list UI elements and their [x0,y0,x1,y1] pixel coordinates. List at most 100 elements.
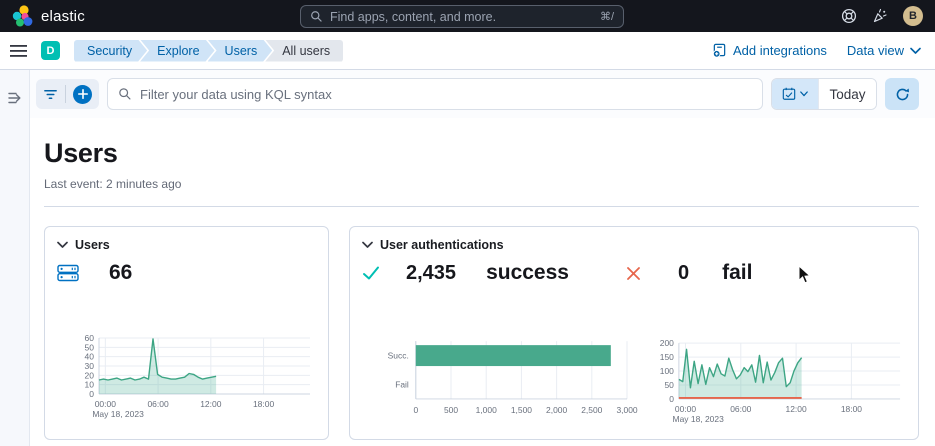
brand-name: elastic [41,7,85,25]
svg-text:2,500: 2,500 [581,405,602,415]
package-plus-icon [712,43,726,58]
svg-text:0: 0 [669,394,674,404]
chevron-down-icon [362,241,373,248]
breadcrumb-item-users[interactable]: Users [208,40,273,62]
svg-text:10: 10 [85,380,95,390]
date-range-today-button[interactable]: Today [818,79,876,109]
auth-success-count: 2,435 [406,261,457,284]
auth-success-label: success [486,261,569,284]
svg-text:18:00: 18:00 [253,399,275,409]
collapsed-timeline-rail [0,70,30,446]
breadcrumb: Security Explore Users All users [74,39,344,62]
auth-area-chart: 0 50 100 150 200 00:00 06:00 12:00 18:00 May 18, … [660,338,901,424]
svg-text:Fail: Fail [395,379,409,389]
arrow-right-with-bars-icon [7,92,21,104]
party-popper-icon [873,8,887,23]
auth-panel-toggle[interactable]: User authentications [362,238,504,252]
plus-icon [77,89,88,99]
users-kpi-panel: Users [44,226,329,440]
svg-text:0: 0 [89,389,94,399]
kql-query-input[interactable] [140,86,752,102]
svg-text:Succ.: Succ. [388,351,409,361]
breadcrumb-item-security[interactable]: Security [74,40,147,62]
svg-text:150: 150 [660,352,674,362]
chevron-down-icon [910,47,921,54]
refresh-button[interactable] [885,78,919,110]
svg-text:500: 500 [444,405,458,415]
filters-button[interactable] [43,87,58,102]
users-panel-toggle[interactable]: Users [57,238,110,252]
svg-text:18:00: 18:00 [841,404,862,414]
svg-text:50: 50 [664,380,674,390]
filter-controls-group [36,79,99,109]
main-content: Today Users Last event: 2 minutes ago [30,70,935,446]
vertical-divider [65,85,66,103]
svg-text:May 18, 2023: May 18, 2023 [673,414,725,424]
search-shortcut-hint: ⌘/ [599,11,614,23]
date-quick-select-button[interactable] [772,79,818,109]
chevron-down-icon [57,241,68,248]
users-chart-wrap: 0 10 20 30 40 50 60 00:00 06:00 12:00 18:00 May 18,… [57,330,316,429]
help-button[interactable] [841,8,857,24]
top-navigation-bar: elastic Find apps, content, and more. ⌘/ [0,0,935,32]
main-menu-button[interactable] [10,44,27,58]
svg-text:12:00: 12:00 [785,404,806,414]
date-picker: Today [771,78,877,110]
expand-sidebar-button[interactable] [7,90,23,106]
svg-text:30: 30 [85,361,95,371]
auth-fail-label: fail [722,261,753,284]
hamburger-icon [10,44,27,57]
svg-text:00:00: 00:00 [95,399,117,409]
global-search-input[interactable]: Find apps, content, and more. ⌘/ [300,5,624,28]
auth-fail-count: 0 [677,261,690,284]
calendar-check-icon [782,87,796,100]
auth-stats: 2,435 success 0 fail [362,261,906,285]
breadcrumb-item-explore[interactable]: Explore [140,40,214,62]
last-event-text: Last event: 2 minutes ago [44,177,182,191]
life-ring-icon [841,8,857,24]
query-bar: Today [30,70,935,118]
user-avatar[interactable]: B [903,6,923,26]
svg-text:0: 0 [413,405,418,415]
page-title: Users [44,138,118,168]
kql-search-bar[interactable] [107,78,763,110]
data-view-label: Data view [846,43,904,58]
users-count-value: 66 [109,261,133,284]
svg-text:60: 60 [85,333,95,343]
breadcrumb-item-all-users-current: All users [265,39,344,62]
data-view-selector[interactable]: Data view [847,43,921,58]
elastic-logo-icon [12,5,33,27]
space-initial: D [46,44,55,57]
auth-charts-row: 0 500 1,000 1,500 2,000 2,500 3,000 Succ. Fail 0… [362,335,906,429]
breadcrumb-bar-actions: Add integrations Data view [712,43,921,58]
users-stat: 66 [57,261,316,285]
user-authentications-kpi-panel: User authentications 2,435 success [349,226,919,440]
users-page-content: Users Last event: 2 minutes ago Users [30,118,935,440]
chevron-down-icon [800,91,808,97]
svg-text:100: 100 [660,366,674,376]
search-icon [119,88,131,100]
svg-text:200: 200 [660,338,674,348]
auth-bar-chart: 0 500 1,000 1,500 2,000 2,500 3,000 Succ. Fail [388,341,638,415]
add-filter-button[interactable] [73,84,92,104]
breadcrumb-bar: D Security Explore Users All users [0,32,935,70]
svg-text:06:00: 06:00 [147,399,169,409]
cross-icon [627,266,640,280]
space-switcher[interactable]: D [41,41,60,60]
whats-new-button[interactable] [872,8,888,24]
svg-text:20: 20 [85,370,95,380]
topbar-actions: B [841,6,923,26]
add-integrations-button[interactable]: Add integrations [712,43,827,58]
svg-text:2,000: 2,000 [546,405,567,415]
svg-text:1,000: 1,000 [476,405,497,415]
storage-icon [57,264,79,282]
svg-text:3,000: 3,000 [616,405,637,415]
svg-text:12:00: 12:00 [200,399,222,409]
elastic-home-link[interactable]: elastic [12,5,85,27]
svg-text:1,500: 1,500 [511,405,532,415]
global-search-placeholder: Find apps, content, and more. [330,9,497,24]
add-integrations-label: Add integrations [732,43,827,58]
filter-funnel-icon [44,89,57,99]
